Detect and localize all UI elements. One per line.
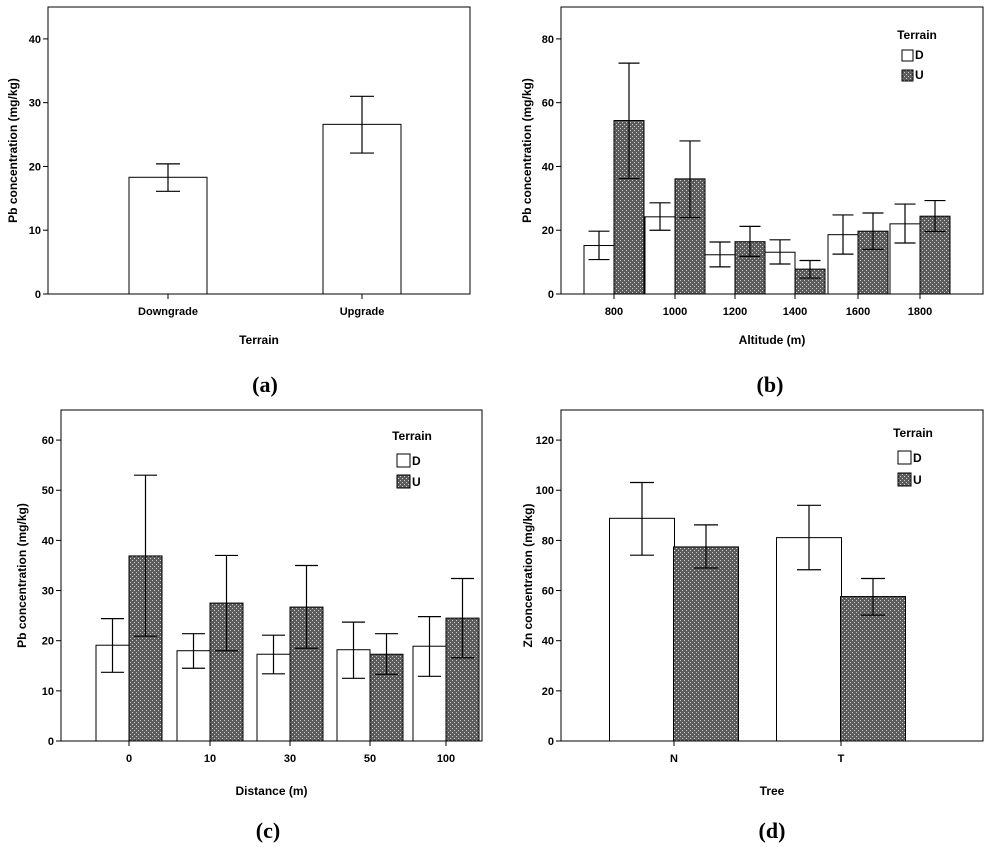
chart-panel-c: 0 10 20 30 40 50 60 0 10 30 50 100 Distance (m) Pb co… xyxy=(15,409,483,843)
legend-swatch-d xyxy=(901,49,914,62)
y-tick-label: 10 xyxy=(42,686,54,698)
y-tick-label: 80 xyxy=(542,535,554,547)
legend-swatch-u xyxy=(396,474,411,489)
x-tick-label: 50 xyxy=(364,753,376,765)
legend-item-d: D xyxy=(913,451,922,465)
plot-frame xyxy=(560,409,984,742)
panel-label: (b) xyxy=(757,372,784,397)
legend-item-d: D xyxy=(412,454,421,468)
legend-title: Terrain xyxy=(897,28,937,42)
legend-item-u: U xyxy=(412,475,421,489)
bar-d-N xyxy=(609,517,675,742)
chart-panel-b: 0 20 40 60 80 800 1000 1200 1400 1600 1800 Altitude… xyxy=(520,6,984,397)
x-tick-label: 100 xyxy=(437,753,455,765)
x-tick-label: N xyxy=(670,753,678,765)
y-tick-label: 50 xyxy=(42,485,54,497)
x-axis-title: Distance (m) xyxy=(235,784,307,798)
y-tick-label: 0 xyxy=(548,289,554,301)
chart-panel-a: 0 10 20 30 40 Downgrade Upgrade Terrain Pb conce… xyxy=(6,6,471,397)
y-tick-label: 80 xyxy=(542,34,554,46)
legend-swatch-d xyxy=(396,453,411,468)
x-tick-label: Downgrade xyxy=(138,306,198,318)
y-tick-label: 60 xyxy=(542,586,554,598)
legend-swatch-d xyxy=(897,450,912,465)
bar-u-1800 xyxy=(919,215,951,295)
x-tick-label: 1800 xyxy=(908,306,932,318)
legend-swatch-u xyxy=(901,69,914,82)
x-tick-label: 0 xyxy=(126,753,132,765)
y-tick-label: 30 xyxy=(42,586,54,598)
legend-swatch-u xyxy=(897,472,912,487)
panel-label: (c) xyxy=(256,818,280,843)
y-tick-label: 20 xyxy=(542,686,554,698)
x-axis-title: Terrain xyxy=(239,333,279,347)
chart-panel-d: 0 20 40 60 80 100 120 N T Tree Zn concentration (m… xyxy=(521,409,984,843)
y-tick-label: 0 xyxy=(35,289,41,301)
y-tick-label: 40 xyxy=(542,161,554,173)
y-tick-label: 20 xyxy=(42,636,54,648)
y-tick-label: 0 xyxy=(48,736,54,748)
panel-label: (d) xyxy=(759,818,786,843)
bar-u-N xyxy=(673,546,739,742)
x-tick-label: 1400 xyxy=(783,306,807,318)
x-axis-title: Tree xyxy=(760,784,785,798)
x-tick-label: 800 xyxy=(605,306,623,318)
legend-item-d: D xyxy=(915,48,924,62)
legend-title: Terrain xyxy=(392,429,432,443)
legend-item-u: U xyxy=(913,473,922,487)
y-axis-title: Pb concentration (mg/kg) xyxy=(6,78,20,223)
legend: Terrain DU xyxy=(897,28,937,82)
y-tick-label: 0 xyxy=(548,736,554,748)
x-tick-label: Upgrade xyxy=(340,306,385,318)
y-tick-label: 40 xyxy=(542,636,554,648)
y-axis-title: Pb concentration (mg/kg) xyxy=(520,78,534,223)
x-tick-label: 1000 xyxy=(663,306,687,318)
x-tick-label: 10 xyxy=(204,753,216,765)
y-axis-title: Zn concentration (mg/kg) xyxy=(521,503,535,647)
y-tick-label: 30 xyxy=(29,98,41,110)
x-tick-label: 30 xyxy=(284,753,296,765)
legend: Terrain DU xyxy=(392,429,432,489)
x-tick-label: 1200 xyxy=(723,306,747,318)
y-tick-label: 40 xyxy=(42,535,54,547)
y-tick-label: 20 xyxy=(29,161,41,173)
bar-u-T xyxy=(840,596,906,742)
y-tick-label: 120 xyxy=(536,435,554,447)
y-tick-label: 20 xyxy=(542,225,554,237)
y-axis-title: Pb concentration (mg/kg) xyxy=(15,503,29,648)
y-tick-label: 100 xyxy=(536,485,554,497)
y-tick-label: 10 xyxy=(29,225,41,237)
legend-title: Terrain xyxy=(893,426,933,440)
y-tick-label: 60 xyxy=(542,98,554,110)
legend-item-u: U xyxy=(915,68,924,82)
y-tick-label: 40 xyxy=(29,34,41,46)
y-tick-label: 60 xyxy=(42,435,54,447)
panel-label: (a) xyxy=(252,372,278,397)
x-tick-label: T xyxy=(838,753,845,765)
bar-value-Downgrade xyxy=(128,176,208,295)
x-tick-label: 1600 xyxy=(846,306,870,318)
x-axis-title: Altitude (m) xyxy=(739,333,806,347)
legend: Terrain DU xyxy=(893,426,933,487)
plot-frame xyxy=(47,6,471,295)
